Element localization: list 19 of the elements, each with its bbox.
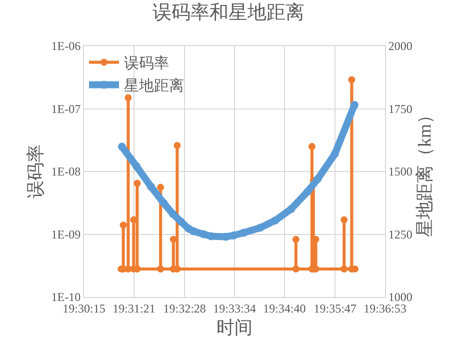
legend-label: 星地距离: [124, 78, 184, 95]
x-axis-title: 时间: [216, 318, 252, 338]
y-tick-label: 1E-06: [51, 39, 81, 54]
y-tick-label: 1E-07: [51, 102, 81, 116]
x-tick-label: 19:33:34: [213, 301, 256, 316]
legend-label: 误码率: [124, 55, 169, 72]
x-tick-label: 19:35:47: [314, 301, 356, 316]
y-tick-label: 1E-08: [51, 164, 81, 179]
chart-title: 误码率和星地距离: [152, 2, 304, 24]
y-axis-title: 误码率: [25, 144, 46, 198]
y2-tick-label: 1500: [388, 164, 412, 179]
x-tick-label: 19:34:40: [263, 301, 306, 316]
y2-tick-label: 1750: [388, 102, 412, 116]
y-tick-label: 1E-09: [51, 227, 81, 242]
x-tick-label: 19:32:28: [163, 301, 206, 316]
y2-tick-label: 1250: [388, 227, 412, 242]
x-tick-label: 19:31:21: [112, 301, 156, 316]
y2-axis-title: 星地距离（km）: [414, 106, 434, 238]
y2-tick-label: 2000: [388, 39, 412, 54]
